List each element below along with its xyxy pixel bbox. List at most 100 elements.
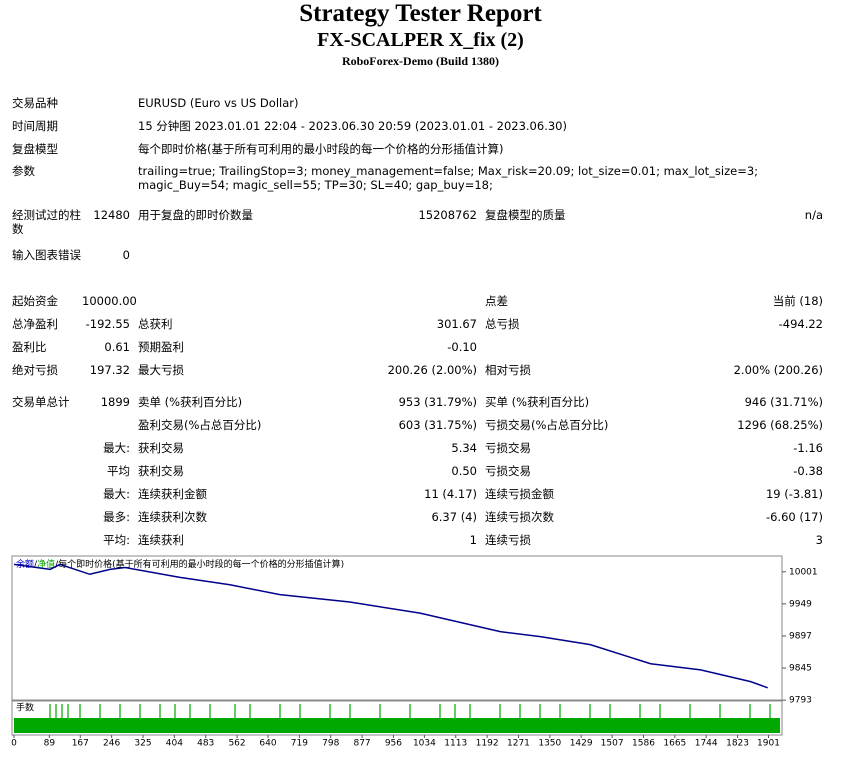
stat-value: 1899 bbox=[100, 395, 130, 409]
stat-value: 平均: bbox=[103, 533, 130, 547]
stat-label: 输入图表错误 bbox=[12, 248, 81, 262]
x-tick-label: 1507 bbox=[601, 739, 624, 749]
stat-value: 0.61 bbox=[104, 340, 130, 354]
stat-label: 预期盈利 bbox=[138, 340, 184, 354]
x-tick-label: 956 bbox=[385, 739, 402, 749]
stat-value: n/a bbox=[804, 208, 823, 222]
stat-label: 复盘模型的质量 bbox=[485, 208, 566, 222]
stat-value: 200.26 (2.00%) bbox=[387, 363, 477, 377]
y-tick-label: 9845 bbox=[789, 664, 812, 674]
legend: 余额/净值/每个即时价格(基于所有可利用的最小时段的每一个价格的分形插值计算) bbox=[16, 558, 344, 570]
x-tick-label: 246 bbox=[103, 739, 120, 749]
x-tick-label: 1113 bbox=[444, 739, 467, 749]
stat-label: 相对亏损 bbox=[485, 363, 531, 377]
y-tick-label: 9793 bbox=[789, 696, 812, 706]
x-tick-label: 1034 bbox=[413, 739, 436, 749]
stat-value: 10000.00 bbox=[82, 294, 137, 308]
x-tick-label: 404 bbox=[166, 739, 183, 749]
x-tick-label: 1901 bbox=[757, 739, 780, 749]
legend-item: 净值 bbox=[37, 558, 55, 570]
stat-label: 卖单 (%获利百分比) bbox=[138, 395, 243, 409]
x-tick-label: 1823 bbox=[726, 739, 749, 749]
legend-item: 每个即时价格(基于所有可利用的最小时段的每一个价格的分形插值计算) bbox=[58, 558, 344, 570]
x-tick-label: 1192 bbox=[476, 739, 499, 749]
stat-value: 当前 (18) bbox=[772, 294, 823, 308]
y-tick-label: 10001 bbox=[789, 567, 818, 577]
x-tick-label: 0 bbox=[11, 739, 17, 749]
x-tick-label: 325 bbox=[134, 739, 151, 749]
stat-label: 获利交易 bbox=[138, 464, 184, 478]
stat-label: 经测试过的柱数 bbox=[12, 208, 81, 236]
expert-name: FX-SCALPER X_fix (2) bbox=[317, 29, 524, 51]
stat-label: 起始资金 bbox=[12, 294, 58, 308]
stat-label: 点差 bbox=[485, 294, 508, 308]
stat-value: 953 (31.79%) bbox=[398, 395, 477, 409]
stat-label: 连续亏损金额 bbox=[485, 487, 554, 501]
balance-line bbox=[13, 563, 768, 689]
stat-value: 946 (31.71%) bbox=[744, 395, 823, 409]
stat-label: 亏损交易 bbox=[485, 441, 531, 455]
legend-sep: / bbox=[34, 560, 38, 570]
stat-value: 6.37 (4) bbox=[431, 510, 477, 524]
stat-label: 连续获利金额 bbox=[138, 487, 207, 501]
stat-label: 买单 (%获利百分比) bbox=[485, 395, 590, 409]
stat-value: 301.67 bbox=[436, 317, 477, 331]
stat-label: 连续获利 bbox=[138, 533, 184, 547]
stat-label: 总亏损 bbox=[485, 317, 520, 331]
x-tick-label: 877 bbox=[353, 739, 370, 749]
x-tick-label: 1586 bbox=[632, 739, 655, 749]
stat-value: 3 bbox=[815, 533, 823, 547]
stat-label: 亏损交易 bbox=[485, 464, 531, 478]
info-value: 15 分钟图 2023.01.01 22:04 - 2023.06.30 20:… bbox=[138, 119, 567, 133]
stat-value: 1296 (68.25%) bbox=[737, 418, 823, 432]
stat-value: 11 (4.17) bbox=[424, 487, 477, 501]
stat-label: 用于复盘的即时价数量 bbox=[138, 208, 253, 222]
stat-label: 最大亏损 bbox=[138, 363, 184, 377]
stat-value: 15208762 bbox=[418, 208, 477, 222]
stat-value: 5.34 bbox=[451, 441, 477, 455]
stat-value: 平均 bbox=[107, 464, 130, 478]
x-tick-label: 1744 bbox=[695, 739, 718, 749]
stat-value: 0.50 bbox=[451, 464, 477, 478]
report-title: Strategy Tester Report bbox=[299, 0, 542, 27]
x-tick-label: 483 bbox=[197, 739, 214, 749]
x-tick-label: 1271 bbox=[507, 739, 530, 749]
x-tick-label: 719 bbox=[291, 739, 308, 749]
info-label: 参数 bbox=[12, 164, 35, 178]
stat-value: 19 (-3.81) bbox=[765, 487, 823, 501]
stat-label: 盈利交易(%占总百分比) bbox=[138, 418, 262, 432]
x-tick-label: 1665 bbox=[663, 739, 686, 749]
stat-value: -6.60 (17) bbox=[765, 510, 823, 524]
x-tick-label: 1429 bbox=[570, 739, 593, 749]
stat-label: 获利交易 bbox=[138, 441, 184, 455]
x-tick-label: 798 bbox=[322, 739, 339, 749]
stat-label: 连续亏损次数 bbox=[485, 510, 554, 524]
stat-value: -1.16 bbox=[793, 441, 823, 455]
x-tick-label: 1350 bbox=[538, 739, 561, 749]
y-tick-label: 9949 bbox=[789, 599, 812, 609]
stat-label: 连续获利次数 bbox=[138, 510, 207, 524]
stat-value: 最多: bbox=[103, 510, 130, 524]
stat-value: 0 bbox=[122, 248, 130, 262]
info-label: 复盘模型 bbox=[12, 142, 58, 156]
stat-label: 连续亏损 bbox=[485, 533, 531, 547]
stat-label: 亏损交易(%占总百分比) bbox=[485, 418, 609, 432]
stat-label: 绝对亏损 bbox=[12, 363, 58, 377]
stat-value: 最大: bbox=[103, 441, 130, 455]
balance-panel bbox=[11, 555, 783, 701]
y-tick-label: 9897 bbox=[789, 631, 812, 641]
info-label: 交易品种 bbox=[12, 96, 58, 110]
stat-label: 交易单总计 bbox=[12, 395, 70, 409]
stat-value: 最大: bbox=[103, 487, 130, 501]
info-value: 每个即时价格(基于所有可利用的最小时段的每一个价格的分形插值计算) bbox=[138, 142, 504, 156]
legend-item: 余额 bbox=[16, 558, 34, 570]
stat-value: 603 (31.75%) bbox=[398, 418, 477, 432]
info-value: EURUSD (Euro vs US Dollar) bbox=[138, 96, 299, 110]
stat-label: 总净盈利 bbox=[12, 317, 58, 331]
stat-value: -494.22 bbox=[778, 317, 823, 331]
x-tick-label: 562 bbox=[228, 739, 245, 749]
lots-bars bbox=[49, 704, 771, 718]
legend-sep: / bbox=[55, 560, 59, 570]
server: RoboForex-Demo (Build 1380) bbox=[341, 54, 500, 68]
